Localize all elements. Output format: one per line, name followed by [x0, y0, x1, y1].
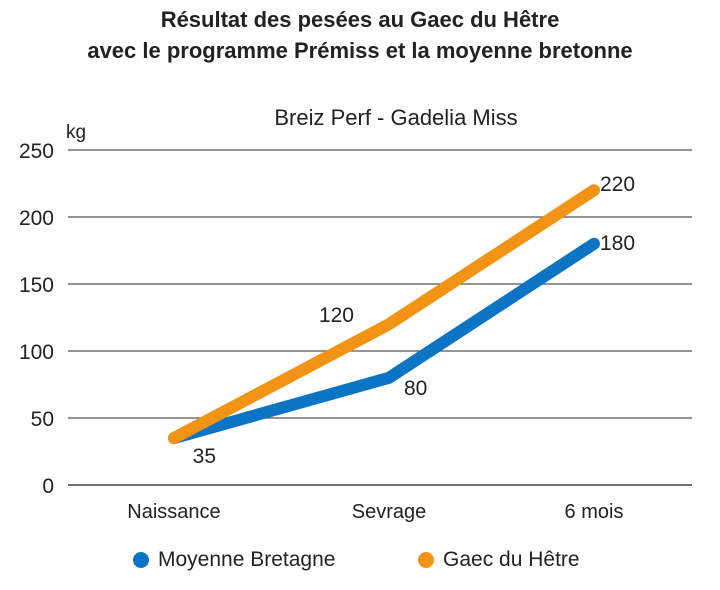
legend-marker-moyenne-bretagne [133, 552, 149, 568]
legend-marker-gaec-du-hetre [418, 552, 434, 568]
y-tick-label-0: 0 [42, 475, 54, 498]
title-line-1: Résultat des pesées au Gaec du Hêtre [160, 7, 560, 32]
y-tick-label-100: 100 [19, 341, 54, 364]
y-tick-label-250: 250 [19, 140, 54, 163]
legend-label-moyenne-bretagne: Moyenne Bretagne [158, 548, 336, 571]
y-tick-label-200: 200 [19, 207, 54, 230]
legend-item-moyenne-bretagne: Moyenne Bretagne [133, 548, 335, 572]
legend: Moyenne Bretagne Gaec du Hêtre [0, 548, 720, 576]
series-layer [168, 184, 600, 445]
x-tick-label-0: Naissance [127, 501, 220, 523]
chart-title: Résultat des pesées au Gaec du Hêtre ave… [0, 4, 720, 66]
label-layer: 35 80 180 120 220 [193, 173, 635, 468]
series-line-1 [168, 184, 600, 445]
title-line-2: avec le programme Prémiss et la moyenne … [87, 38, 633, 63]
y-axis-unit-label: kg [66, 122, 86, 143]
grid-layer: 0 50 100 150 200 250 Naissance Sevrage 6 mois [19, 140, 692, 523]
data-label-0-2: 180 [600, 232, 635, 255]
x-tick-label-2: 6 mois [565, 501, 624, 523]
data-label-1-1: 120 [319, 304, 354, 327]
y-tick-label-50: 50 [31, 408, 54, 431]
legend-label-gaec-du-hetre: Gaec du Hêtre [443, 548, 580, 571]
data-label-0-0: 35 [193, 445, 216, 468]
data-label-1-2: 220 [600, 173, 635, 196]
data-label-0-1: 80 [404, 377, 427, 400]
y-tick-label-150: 150 [19, 274, 54, 297]
legend-item-gaec-du-hetre: Gaec du Hêtre [418, 548, 580, 572]
x-tick-label-1: Sevrage [352, 501, 427, 523]
chart-subtitle: Breiz Perf - Gadelia Miss [274, 105, 517, 130]
